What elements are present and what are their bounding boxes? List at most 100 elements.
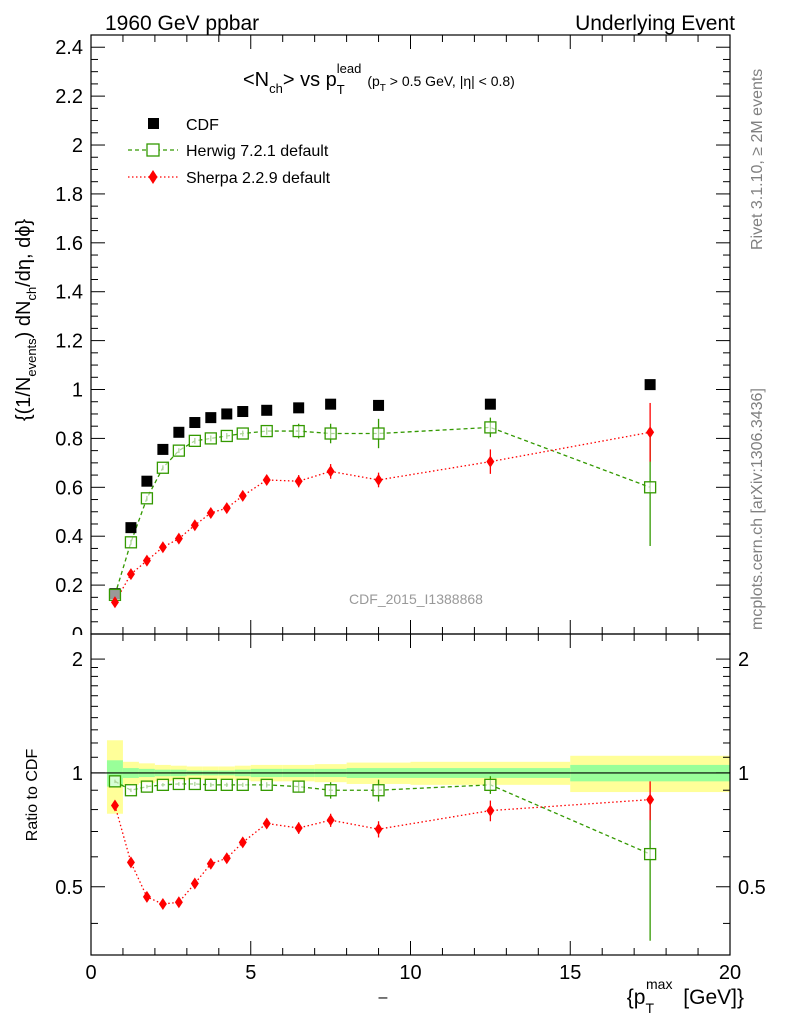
main-plot-ytick-label: 1 — [72, 380, 83, 402]
main-plot-ytick-label: 0.6 — [55, 477, 83, 499]
main-plot-ytick-label: 2.4 — [55, 37, 83, 59]
rivet-version-label: Rivet 3.1.10, ≥ 2M events — [749, 69, 766, 250]
sherpa-point — [158, 541, 167, 554]
ratio-xtick-label: 10 — [399, 962, 421, 984]
cdf-point — [325, 398, 337, 410]
main-plot-ytick-label: 1.2 — [55, 331, 83, 353]
ratio-plot-axes — [90, 633, 731, 956]
sherpa-point — [262, 473, 271, 486]
cdf-point — [484, 398, 496, 410]
ratio-sherpa-point — [294, 822, 303, 835]
herwig-point — [372, 427, 385, 440]
ratio-sherpa-point — [126, 856, 135, 869]
ratio-herwig-point — [324, 784, 337, 797]
main-plot-ylabel: {(1/Nevents) dNch/dη, dϕ} — [13, 219, 39, 422]
main-plot-tick-labels: 0.20.40.60.811.21.41.61.822.22.40 — [40, 37, 90, 646]
sherpa-point — [294, 475, 303, 488]
ratio-plot: 0.5 0.51 12 20 5 10 15 20 — [55, 633, 766, 984]
ratio-herwig-point — [108, 775, 122, 788]
sherpa-point — [206, 506, 215, 519]
herwig-line — [114, 426, 651, 596]
sherpa-point — [174, 532, 183, 545]
ratio-ytick-label-right: 1 — [738, 763, 749, 785]
herwig-point — [204, 432, 217, 445]
main-plot-marks — [108, 379, 657, 609]
ratio-herwig-point — [140, 780, 154, 793]
ratio-herwig-point — [204, 778, 217, 791]
sherpa-point — [126, 568, 135, 581]
ratio-sherpa-point — [206, 857, 215, 870]
ratio-ytick-label-right: 2 — [738, 649, 749, 671]
main-plot-ytick-label: 0.2 — [55, 575, 83, 597]
main-plot-ytick-label: 2 — [72, 135, 83, 157]
ratio-sherpa-point — [190, 877, 199, 890]
ratio-ytick-label: 0.5 — [55, 877, 83, 899]
ratio-herwig-point — [484, 778, 497, 791]
ratio-xtick-label: 0 — [85, 962, 96, 984]
cdf-point — [644, 379, 656, 391]
herwig-point — [188, 434, 201, 448]
cdf-point — [261, 404, 273, 416]
herwig-point — [124, 536, 138, 549]
main-plot-ytick-label: 0.8 — [55, 428, 83, 450]
legend-item-cdf: CDF — [148, 117, 219, 134]
legend-marker-cdf — [148, 118, 159, 129]
herwig-point — [484, 421, 497, 434]
ratio-sherpa-point — [374, 823, 383, 836]
cdf-point — [237, 406, 249, 418]
herwig-point — [643, 481, 657, 494]
ratio-sherpa-point — [486, 804, 495, 817]
cdf-point — [205, 412, 217, 424]
ratio-xtick-label: 5 — [245, 962, 256, 984]
main-plot-ytick-label: 1.4 — [55, 282, 83, 304]
sherpa-line — [114, 431, 651, 603]
legend: CDF Herwig 7.2.1 default Sherpa 2.2.9 de… — [128, 117, 331, 187]
cdf-point — [373, 399, 385, 411]
legend-item-herwig: Herwig 7.2.1 default — [128, 143, 329, 160]
sherpa-point — [110, 596, 119, 609]
ratio-herwig-point — [124, 784, 138, 797]
herwig-point — [324, 427, 337, 440]
cdf-point — [221, 408, 233, 420]
ratio-plot-tick-labels: 0.5 0.51 12 20 5 10 15 20 — [55, 649, 766, 984]
sherpa-point — [222, 502, 231, 515]
cdf-point — [157, 443, 169, 455]
header-left: 1960 GeV ppbar — [105, 12, 259, 35]
sherpa-point — [142, 554, 151, 567]
sherpa-point — [486, 455, 495, 468]
legend-label-herwig: Herwig 7.2.1 default — [186, 143, 329, 160]
cdf-point — [189, 417, 201, 429]
ratio-herwig-point — [643, 847, 657, 861]
cdf-point — [141, 475, 153, 487]
header-right: Underlying Event — [575, 12, 735, 35]
herwig-point — [292, 424, 305, 438]
analysis-watermark: CDF_2015_I1388868 — [349, 591, 483, 607]
ratio-sherpa-point — [262, 817, 271, 830]
main-plot-ytick-label: 1.8 — [55, 184, 83, 206]
legend-item-sherpa: Sherpa 2.2.9 default — [128, 170, 331, 187]
sherpa-point — [238, 489, 247, 502]
ratio-bands — [91, 740, 730, 814]
ratio-herwig-point — [156, 778, 170, 791]
ratio-sherpa-line — [114, 798, 651, 905]
ratio-sherpa-point — [142, 890, 151, 903]
herwig-point — [220, 429, 233, 443]
sherpa-point — [646, 426, 655, 439]
herwig-point — [140, 492, 154, 505]
ratio-ytick-label: 2 — [72, 649, 83, 671]
main-plot-ytick-label: 1.6 — [55, 233, 83, 255]
ratio-sherpa-point — [238, 836, 247, 849]
main-plot-ytick-label: 0.4 — [55, 526, 83, 548]
main-plot: 0.20.40.60.811.21.41.61.822.22.40 — [40, 34, 731, 646]
ratio-herwig-point — [260, 778, 273, 791]
ratio-ytick-label: 1 — [72, 763, 83, 785]
ratio-sherpa-point — [646, 793, 655, 806]
legend-marker-herwig — [146, 143, 160, 157]
herwig-point — [260, 424, 273, 438]
herwig-point — [172, 444, 186, 457]
legend-label-sherpa: Sherpa 2.2.9 default — [186, 170, 331, 187]
sherpa-point — [190, 519, 199, 532]
ratio-plot-ylabel: Ratio to CDF — [24, 749, 41, 842]
ratio-xtick-label: 15 — [559, 962, 581, 984]
